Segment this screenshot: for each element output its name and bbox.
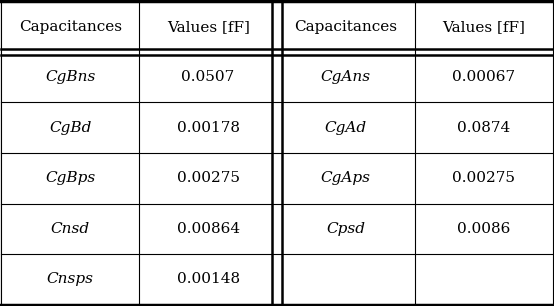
Text: CgBns: CgBns bbox=[45, 70, 95, 84]
Text: CgAd: CgAd bbox=[325, 121, 367, 135]
Text: Values [fF]: Values [fF] bbox=[167, 20, 249, 34]
Text: Values [fF]: Values [fF] bbox=[442, 20, 525, 34]
Text: Cnsps: Cnsps bbox=[47, 272, 94, 286]
Text: CgBd: CgBd bbox=[49, 121, 91, 135]
Text: CgAns: CgAns bbox=[321, 70, 371, 84]
Text: 0.00067: 0.00067 bbox=[452, 70, 515, 84]
Text: 0.0874: 0.0874 bbox=[457, 121, 510, 135]
Text: CgAps: CgAps bbox=[321, 171, 371, 185]
Text: Capacitances: Capacitances bbox=[19, 20, 122, 34]
Text: CgBps: CgBps bbox=[45, 171, 95, 185]
Text: Cpsd: Cpsd bbox=[326, 222, 366, 236]
Text: 0.00275: 0.00275 bbox=[177, 171, 239, 185]
Text: 0.0086: 0.0086 bbox=[457, 222, 510, 236]
Text: 0.00178: 0.00178 bbox=[177, 121, 239, 135]
Text: 0.00864: 0.00864 bbox=[177, 222, 240, 236]
Text: 0.00148: 0.00148 bbox=[177, 272, 240, 286]
Text: 0.0507: 0.0507 bbox=[182, 70, 235, 84]
Text: 0.00275: 0.00275 bbox=[452, 171, 515, 185]
Text: Capacitances: Capacitances bbox=[294, 20, 397, 34]
Text: Cnsd: Cnsd bbox=[51, 222, 90, 236]
